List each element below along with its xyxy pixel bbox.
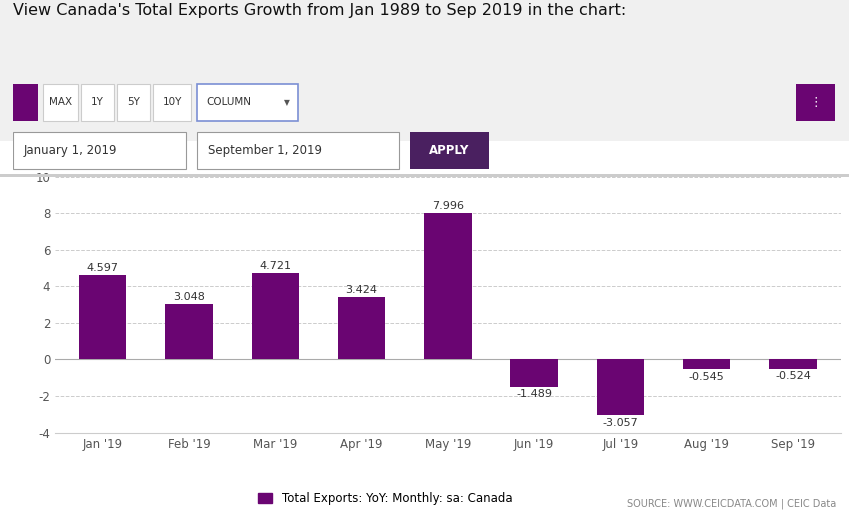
Text: COLUMN: COLUMN [206, 97, 252, 108]
FancyBboxPatch shape [409, 132, 489, 169]
Text: 4.721: 4.721 [259, 261, 291, 271]
Text: 10Y: 10Y [162, 97, 182, 108]
Bar [597, 359, 644, 415]
Text: 3.048: 3.048 [173, 291, 205, 302]
Text: 3.424: 3.424 [346, 285, 378, 295]
Bar [510, 359, 558, 387]
FancyBboxPatch shape [117, 84, 149, 121]
Text: 7.996: 7.996 [432, 201, 464, 211]
Bar [424, 214, 471, 359]
Bar [251, 273, 299, 359]
Text: View Canada's Total Exports Growth from Jan 1989 to Sep 2019 in the chart:: View Canada's Total Exports Growth from … [13, 3, 626, 17]
Text: SOURCE: WWW.CEICDATA.COM | CEIC Data: SOURCE: WWW.CEICDATA.COM | CEIC Data [627, 499, 836, 509]
Bar [683, 359, 730, 370]
Bar [338, 297, 385, 359]
Text: MAX: MAX [48, 97, 72, 108]
Text: -1.489: -1.489 [516, 389, 552, 399]
Bar [769, 359, 817, 369]
FancyBboxPatch shape [13, 132, 186, 169]
Text: September 1, 2019: September 1, 2019 [207, 144, 322, 157]
Text: ⋮: ⋮ [809, 96, 822, 109]
FancyBboxPatch shape [796, 84, 835, 121]
Text: -0.545: -0.545 [689, 372, 724, 381]
Legend: Total Exports: YoY: Monthly: sa: Canada: Total Exports: YoY: Monthly: sa: Canada [253, 487, 517, 509]
Text: 1Y: 1Y [91, 97, 104, 108]
FancyBboxPatch shape [154, 84, 191, 121]
Bar [166, 304, 213, 359]
FancyBboxPatch shape [197, 84, 298, 121]
Text: -0.524: -0.524 [775, 371, 811, 381]
Text: APPLY: APPLY [429, 144, 469, 157]
FancyBboxPatch shape [43, 84, 77, 121]
Text: 4.597: 4.597 [87, 263, 119, 273]
FancyBboxPatch shape [13, 84, 38, 121]
Text: ▼: ▼ [284, 98, 290, 107]
Bar [79, 275, 127, 359]
FancyBboxPatch shape [82, 84, 114, 121]
FancyBboxPatch shape [0, 0, 849, 141]
FancyBboxPatch shape [0, 174, 849, 177]
Text: -3.057: -3.057 [603, 418, 638, 428]
Text: January 1, 2019: January 1, 2019 [24, 144, 117, 157]
FancyBboxPatch shape [197, 132, 399, 169]
Text: 5Y: 5Y [127, 97, 140, 108]
